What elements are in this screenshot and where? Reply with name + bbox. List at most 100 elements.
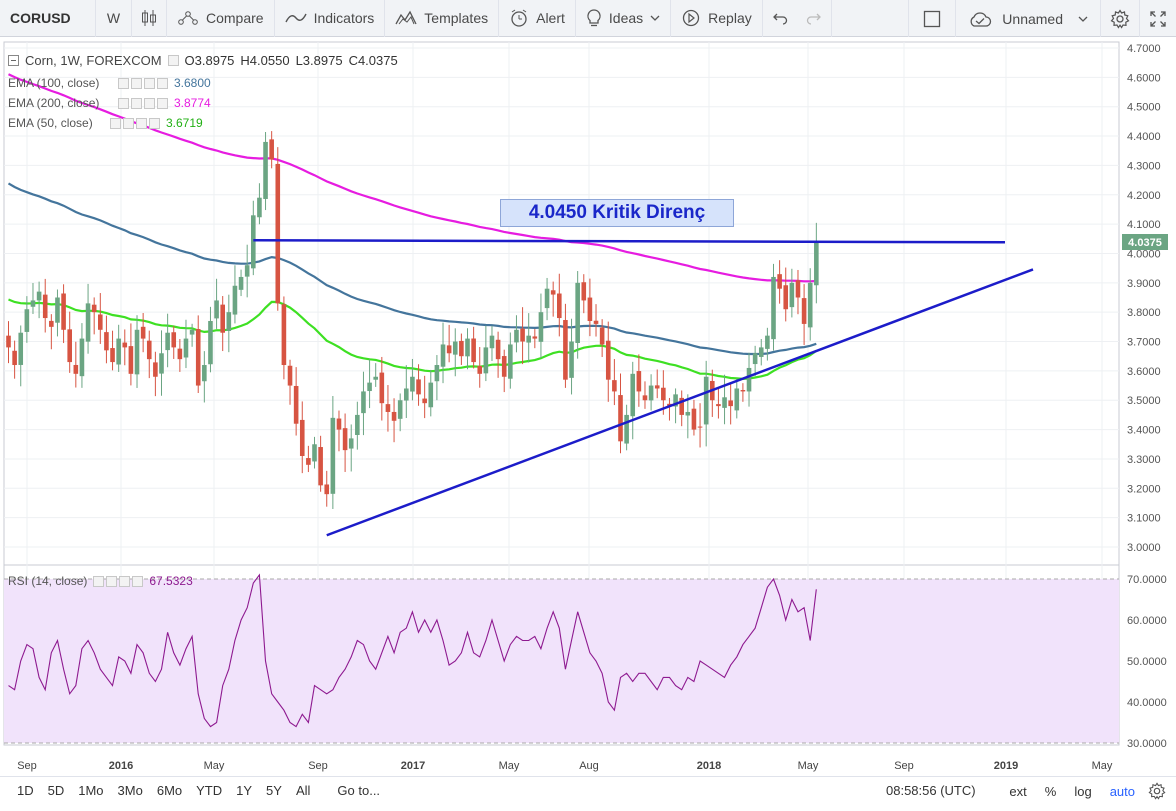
candle[interactable] bbox=[269, 131, 274, 169]
candle[interactable] bbox=[550, 281, 556, 317]
candle[interactable] bbox=[397, 393, 403, 432]
candle[interactable] bbox=[795, 269, 801, 315]
candle[interactable] bbox=[771, 263, 776, 351]
ema-50-controls[interactable] bbox=[110, 117, 160, 129]
candle[interactable] bbox=[18, 325, 24, 387]
candle[interactable] bbox=[355, 401, 360, 450]
candle[interactable] bbox=[734, 378, 740, 419]
ema-200-controls[interactable] bbox=[118, 97, 168, 109]
candle[interactable] bbox=[654, 369, 660, 399]
interval-button[interactable]: W bbox=[96, 0, 132, 37]
candle[interactable] bbox=[722, 374, 727, 425]
candle[interactable] bbox=[348, 424, 354, 472]
candle[interactable] bbox=[697, 403, 703, 448]
candle[interactable] bbox=[642, 381, 648, 409]
range-button[interactable]: YTD bbox=[196, 783, 223, 798]
compare-button[interactable]: Compare bbox=[167, 0, 275, 37]
chart-style-button[interactable] bbox=[132, 0, 167, 37]
range-button[interactable]: 3Mo bbox=[117, 783, 143, 798]
fullscreen-button[interactable] bbox=[1140, 0, 1176, 37]
range-button[interactable]: 5Y bbox=[266, 783, 282, 798]
candle[interactable] bbox=[501, 349, 507, 393]
candle[interactable] bbox=[232, 265, 238, 324]
ext-toggle[interactable]: ext bbox=[1009, 783, 1027, 799]
chart-canvas[interactable]: 4.7000 4.6000 4.5000 4.4000 4.3000 4.2000 4.10… bbox=[0, 37, 1176, 777]
candle[interactable] bbox=[98, 293, 103, 344]
candle[interactable] bbox=[587, 278, 593, 337]
candle[interactable] bbox=[42, 278, 48, 333]
candle[interactable] bbox=[703, 360, 709, 447]
candle[interactable] bbox=[459, 333, 464, 365]
candle[interactable] bbox=[165, 313, 170, 368]
candle[interactable] bbox=[306, 445, 311, 473]
candle[interactable] bbox=[299, 401, 305, 474]
candle[interactable] bbox=[538, 293, 544, 359]
symbol-search[interactable]: CORUSD bbox=[0, 0, 96, 37]
range-button[interactable]: 6Mo bbox=[156, 783, 183, 798]
candle[interactable] bbox=[691, 399, 697, 436]
range-button[interactable]: 1D bbox=[17, 783, 34, 798]
candle[interactable] bbox=[36, 281, 42, 319]
candle[interactable] bbox=[544, 277, 550, 321]
candle[interactable] bbox=[532, 329, 538, 349]
candle[interactable] bbox=[740, 383, 746, 402]
candle[interactable] bbox=[324, 470, 330, 507]
candle[interactable] bbox=[367, 359, 372, 409]
candle[interactable] bbox=[85, 283, 91, 354]
candle[interactable] bbox=[24, 296, 30, 343]
range-button[interactable]: 5D bbox=[47, 783, 65, 798]
candle[interactable] bbox=[807, 268, 813, 341]
candle[interactable] bbox=[189, 323, 195, 347]
candle[interactable] bbox=[495, 331, 501, 378]
candle[interactable] bbox=[330, 396, 336, 509]
rsi-axis[interactable]: 70.0000 60.0000 50.0000 40.0000 30.0000 bbox=[1127, 574, 1167, 750]
candle[interactable] bbox=[312, 436, 317, 469]
candle[interactable] bbox=[471, 326, 476, 369]
candle[interactable] bbox=[410, 358, 415, 401]
candle[interactable] bbox=[122, 329, 128, 366]
ema-100-controls[interactable] bbox=[118, 77, 168, 89]
candle[interactable] bbox=[599, 319, 605, 357]
candle[interactable] bbox=[251, 200, 256, 276]
candle[interactable] bbox=[508, 332, 513, 389]
templates-button[interactable]: Templates bbox=[385, 0, 500, 37]
candle[interactable] bbox=[440, 322, 446, 384]
candle[interactable] bbox=[275, 147, 281, 311]
chart-area[interactable]: 4.7000 4.6000 4.5000 4.4000 4.3000 4.2000 4.10… bbox=[0, 37, 1176, 811]
replay-button[interactable]: Replay bbox=[671, 0, 763, 37]
candle[interactable] bbox=[177, 338, 183, 372]
auto-toggle[interactable]: auto bbox=[1109, 783, 1135, 799]
candle[interactable] bbox=[777, 260, 782, 304]
percent-toggle[interactable]: % bbox=[1044, 783, 1057, 799]
candle[interactable] bbox=[758, 338, 764, 366]
candle[interactable] bbox=[746, 352, 752, 407]
candle[interactable] bbox=[342, 413, 348, 472]
redo-button[interactable] bbox=[797, 0, 832, 37]
candle[interactable] bbox=[140, 312, 146, 353]
ema-100-line[interactable] bbox=[7, 182, 817, 356]
gear-icon[interactable] bbox=[1148, 782, 1166, 800]
candle[interactable] bbox=[293, 367, 299, 436]
candle[interactable] bbox=[728, 382, 733, 425]
resistance-line[interactable] bbox=[253, 239, 1006, 244]
candle[interactable] bbox=[30, 282, 36, 314]
candle[interactable] bbox=[575, 271, 580, 359]
candle[interactable] bbox=[483, 325, 489, 382]
candle[interactable] bbox=[226, 294, 232, 353]
candle[interactable] bbox=[183, 319, 189, 369]
undo-button[interactable] bbox=[763, 0, 797, 37]
candle[interactable] bbox=[624, 404, 629, 451]
settings-button[interactable] bbox=[1101, 0, 1140, 37]
candle[interactable] bbox=[6, 321, 11, 364]
candle[interactable] bbox=[61, 284, 66, 344]
candle[interactable] bbox=[526, 313, 531, 363]
candle[interactable] bbox=[244, 244, 250, 298]
candle[interactable] bbox=[446, 324, 452, 363]
rising-trendline[interactable] bbox=[326, 268, 1034, 537]
candle[interactable] bbox=[208, 306, 213, 373]
rsi-controls[interactable] bbox=[93, 575, 144, 587]
candle[interactable] bbox=[91, 297, 97, 335]
candle[interactable] bbox=[636, 354, 642, 407]
candle[interactable] bbox=[716, 387, 721, 419]
candle[interactable] bbox=[287, 359, 293, 405]
